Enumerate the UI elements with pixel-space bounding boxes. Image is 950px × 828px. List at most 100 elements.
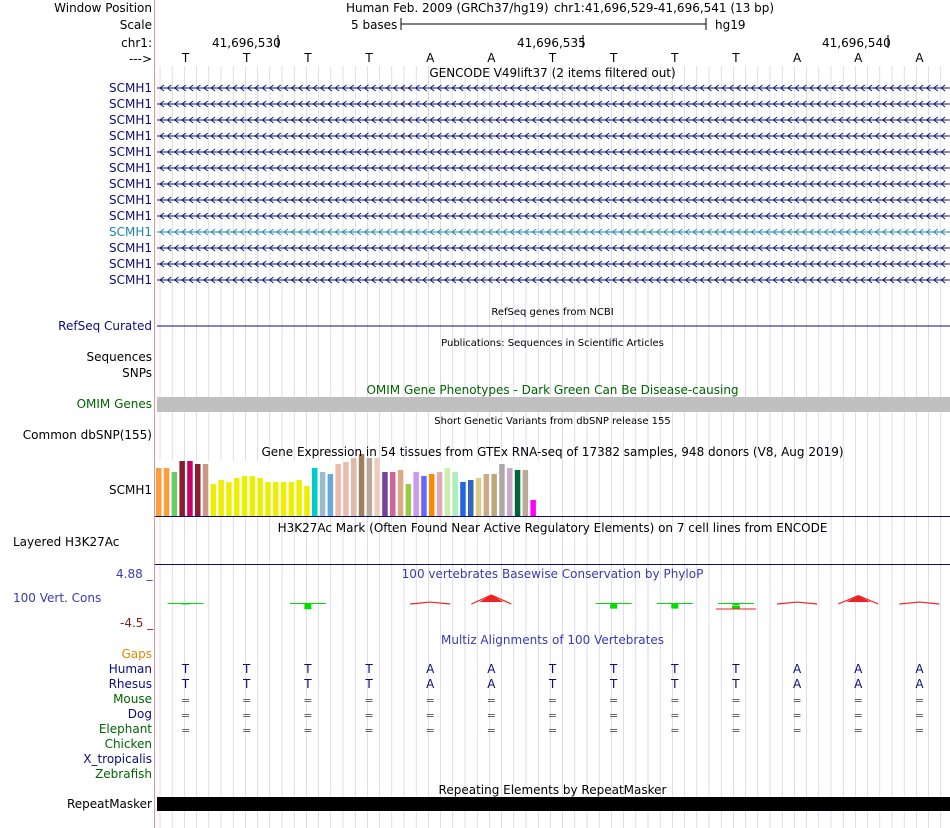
omim-feature-bar bbox=[157, 397, 950, 412]
gene-strand-arrows bbox=[159, 180, 946, 188]
phylop-negative-mark bbox=[777, 601, 818, 605]
gtex-tissue-bar bbox=[452, 472, 458, 516]
multiz-species-label[interactable]: Zebrafish bbox=[95, 767, 152, 781]
human-base: T bbox=[548, 662, 557, 676]
gene-strand-arrows bbox=[159, 84, 946, 92]
gtex-tissue-bar bbox=[241, 476, 248, 516]
h3k27ac-track-title[interactable]: H3K27Ac Mark (Often Found Near Active Re… bbox=[277, 521, 828, 535]
gtex-tissue-bar bbox=[444, 468, 451, 516]
omim-label[interactable]: OMIM Genes bbox=[76, 397, 152, 411]
match-glyph: = bbox=[731, 724, 741, 737]
match-glyph: = bbox=[792, 709, 802, 722]
gencode-gene-label[interactable]: SCMH1 bbox=[108, 177, 152, 191]
refseq-track-title[interactable]: RefSeq genes from NCBI bbox=[491, 307, 614, 318]
sequences-label[interactable]: Sequences bbox=[86, 350, 152, 364]
rhesus-base: T bbox=[365, 677, 373, 691]
gencode-gene-label[interactable]: SCMH1 bbox=[108, 193, 152, 207]
window-position-label: Window Position bbox=[54, 1, 152, 15]
phylop-negative-fill bbox=[479, 595, 504, 602]
gtex-tissue-bar bbox=[288, 482, 295, 516]
rhesus-base: T bbox=[671, 677, 679, 691]
gencode-gene-label[interactable]: SCMH1 bbox=[108, 81, 152, 95]
match-glyph: = bbox=[547, 709, 558, 722]
gtex-tissue-bar bbox=[179, 461, 185, 516]
match-glyph: = bbox=[425, 709, 435, 722]
match-glyph: = bbox=[242, 724, 252, 737]
match-glyph: = bbox=[547, 694, 558, 707]
gencode-gene-label[interactable]: SCMH1 bbox=[108, 273, 152, 287]
base-letter: A bbox=[793, 51, 802, 65]
gencode-gene-label[interactable]: SCMH1 bbox=[108, 209, 152, 223]
dbsnp-track-title[interactable]: Short Genetic Variants from dbSNP releas… bbox=[434, 416, 671, 427]
phylop-positive-bar bbox=[610, 603, 618, 609]
phylop-max-label: 4.88 _ bbox=[116, 567, 153, 581]
gtex-tissue-bar bbox=[351, 458, 357, 516]
base-letter: A bbox=[915, 51, 924, 65]
match-glyph: = bbox=[609, 724, 619, 737]
base-letter: T bbox=[181, 51, 190, 65]
repeatmasker-track-title[interactable]: Repeating Elements by RepeatMasker bbox=[438, 783, 667, 797]
base-letter: T bbox=[548, 51, 557, 65]
snps-label[interactable]: SNPs bbox=[122, 366, 152, 380]
gtex-tissue-bar bbox=[483, 474, 490, 516]
phylop-positive-bar bbox=[671, 603, 679, 609]
base-letter: T bbox=[304, 51, 312, 65]
multiz-species-label[interactable]: Rhesus bbox=[108, 677, 152, 691]
publications-track-title[interactable]: Publications: Sequences in Scientific Ar… bbox=[441, 338, 664, 349]
match-glyph: = bbox=[425, 724, 435, 737]
gtex-tissue-bar bbox=[187, 461, 193, 516]
human-base: T bbox=[181, 662, 190, 676]
gtex-track-title[interactable]: Gene Expression in 54 tissues from GTEx … bbox=[261, 445, 844, 459]
human-base: T bbox=[243, 662, 251, 676]
match-glyph: = bbox=[670, 709, 680, 722]
gene-strand-arrows bbox=[159, 116, 946, 124]
gtex-tissue-bar bbox=[374, 458, 380, 516]
multiz-species-label[interactable]: Elephant bbox=[98, 722, 152, 736]
gene-strand-arrows bbox=[159, 132, 946, 140]
multiz-species-label[interactable]: X_tropicalis bbox=[83, 752, 152, 766]
gencode-gene-label[interactable]: SCMH1 bbox=[108, 97, 152, 111]
gencode-gene-label[interactable]: SCMH1 bbox=[108, 161, 152, 175]
multiz-species-label[interactable]: Dog bbox=[127, 707, 152, 721]
gencode-gene-label[interactable]: SCMH1 bbox=[108, 113, 152, 127]
gencode-gene-label[interactable]: SCMH1 bbox=[108, 241, 152, 255]
human-base: A bbox=[793, 662, 802, 676]
human-base: T bbox=[671, 662, 679, 676]
h3k27ac-label[interactable]: Layered H3K27Ac bbox=[13, 535, 120, 549]
gene-strand-arrows bbox=[159, 196, 946, 204]
base-letter: T bbox=[365, 51, 373, 65]
gtex-tissue-bar bbox=[202, 464, 209, 516]
dbsnp-label[interactable]: Common dbSNP(155) bbox=[22, 428, 152, 442]
match-glyph: = bbox=[792, 724, 802, 737]
gencode-gene-label[interactable]: SCMH1 bbox=[108, 257, 152, 271]
match-glyph: = bbox=[547, 724, 558, 737]
gtex-label[interactable]: SCMH1 bbox=[108, 483, 152, 497]
gencode-track-title[interactable]: GENCODE V49lift37 (2 items filtered out) bbox=[429, 66, 676, 80]
base-letter: A bbox=[854, 51, 863, 65]
gtex-tissue-bar bbox=[390, 472, 396, 516]
multiz-species-label[interactable]: Chicken bbox=[104, 737, 152, 751]
gtex-tissue-bar bbox=[296, 480, 302, 516]
human-base: A bbox=[915, 662, 924, 676]
rhesus-base: T bbox=[609, 677, 618, 691]
gtex-tissue-bar bbox=[319, 472, 326, 516]
gtex-tissue-bar bbox=[522, 470, 529, 516]
match-glyph: = bbox=[609, 694, 619, 707]
gencode-gene-label[interactable]: SCMH1 bbox=[108, 225, 152, 239]
gene-strand-arrows bbox=[159, 244, 946, 252]
multiz-species-label[interactable]: Human bbox=[108, 662, 152, 676]
repeatmasker-label[interactable]: RepeatMasker bbox=[66, 797, 152, 811]
gtex-tissue-bar bbox=[436, 472, 443, 516]
gene-strand-arrows bbox=[159, 260, 946, 268]
phylop-track-title[interactable]: 100 vertebrates Basewise Conservation by… bbox=[401, 567, 704, 581]
phylop-label[interactable]: 100 Vert. Cons bbox=[13, 591, 102, 605]
position-readout: chr1:41,696,529-41,696,541 (13 bp) bbox=[554, 1, 775, 15]
refseq-label[interactable]: RefSeq Curated bbox=[58, 319, 152, 333]
gencode-gene-label[interactable]: SCMH1 bbox=[108, 145, 152, 159]
omim-track-title[interactable]: OMIM Gene Phenotypes - Dark Green Can Be… bbox=[366, 383, 739, 397]
gencode-gene-label[interactable]: SCMH1 bbox=[108, 129, 152, 143]
match-glyph: = bbox=[486, 694, 496, 707]
multiz-track-title[interactable]: Multiz Alignments of 100 Vertebrates bbox=[440, 633, 665, 647]
multiz-species-label[interactable]: Mouse bbox=[113, 692, 152, 706]
rhesus-base: A bbox=[793, 677, 802, 691]
